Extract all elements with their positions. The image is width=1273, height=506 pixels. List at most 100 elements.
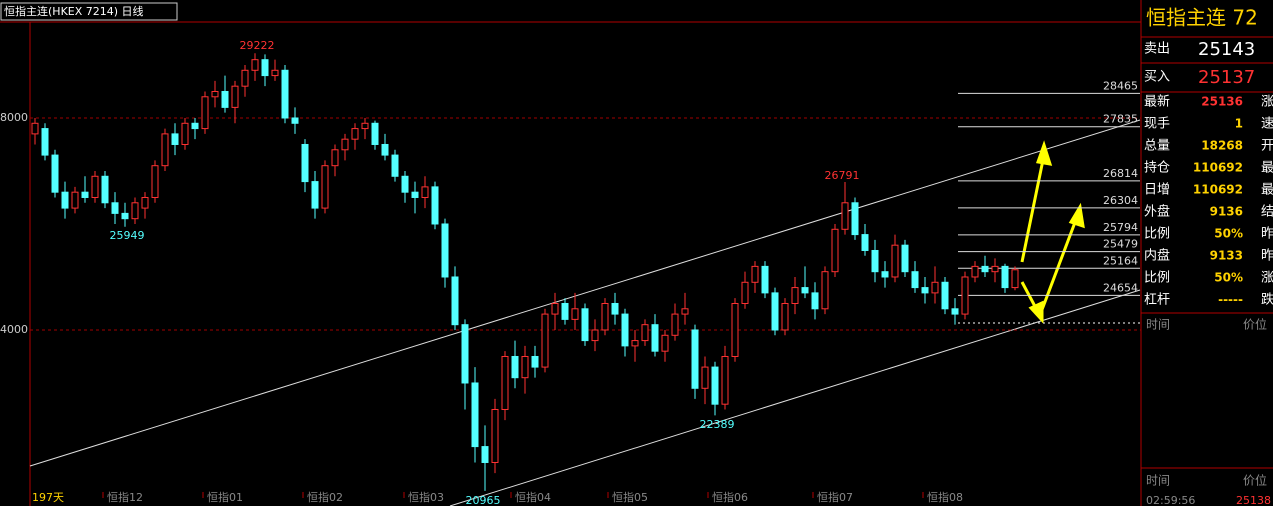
candle-body bbox=[841, 202, 849, 230]
candle-body bbox=[371, 122, 379, 145]
candle-body bbox=[261, 59, 269, 77]
candle-body bbox=[51, 154, 59, 193]
level-label: 24654 bbox=[1103, 281, 1138, 294]
candle-body bbox=[881, 271, 889, 278]
level-label: 25479 bbox=[1103, 238, 1138, 251]
candle-body bbox=[851, 202, 859, 236]
candle-body bbox=[511, 355, 519, 379]
level-label: 26304 bbox=[1103, 194, 1138, 207]
candle-body bbox=[481, 446, 489, 463]
quote-label: 持仓 bbox=[1144, 161, 1170, 176]
x-tick-label: 恒指02 bbox=[307, 490, 343, 504]
quote-value: 50% bbox=[1214, 227, 1243, 241]
level-label: 27835 bbox=[1103, 113, 1138, 126]
candle-body bbox=[251, 59, 259, 71]
channel-upper bbox=[29, 119, 1141, 467]
quote-value: 25136 bbox=[1201, 95, 1243, 109]
candle-body bbox=[311, 181, 319, 209]
candle-body bbox=[831, 228, 839, 273]
candle-body bbox=[471, 382, 479, 448]
quote-side: 最 bbox=[1261, 161, 1273, 176]
y-tick-label: 28000 bbox=[0, 111, 28, 124]
candle-body bbox=[641, 324, 649, 342]
x-tick-label: 恒指05 bbox=[612, 490, 648, 504]
quote-value: 110692 bbox=[1193, 183, 1243, 197]
candle-body bbox=[201, 96, 209, 130]
candle-body bbox=[211, 90, 219, 98]
trade-header: 价位 bbox=[1243, 317, 1267, 332]
candle-body bbox=[981, 265, 989, 273]
quote-value: 18268 bbox=[1201, 139, 1243, 153]
candle-body bbox=[971, 265, 979, 278]
quote-side: 最 bbox=[1261, 183, 1273, 198]
peak-label: 20965 bbox=[466, 494, 501, 506]
peak-label: 26791 bbox=[825, 169, 860, 182]
candle-body bbox=[591, 329, 599, 342]
x-tick-label: 恒指07 bbox=[817, 490, 853, 504]
level-label: 26814 bbox=[1103, 167, 1138, 180]
quote-side: 结 bbox=[1261, 205, 1273, 220]
candle-body bbox=[961, 276, 969, 315]
buy-price: 25137 bbox=[1198, 67, 1255, 88]
candle-body bbox=[931, 281, 939, 294]
candle-body bbox=[771, 292, 779, 331]
candle-body bbox=[351, 128, 359, 140]
candle-body bbox=[281, 69, 289, 119]
quote-panel: 恒指主连 72 卖出 25143 买入 25137 时间 价位 时间 价位 02… bbox=[1141, 6, 1273, 506]
candle-body bbox=[621, 313, 629, 347]
trade-header: 时间 bbox=[1146, 474, 1170, 488]
x-tick-label: 恒指08 bbox=[927, 490, 963, 504]
trade-price: 25138 bbox=[1236, 494, 1271, 506]
quote-side: 跌 bbox=[1261, 292, 1273, 308]
candle-body bbox=[951, 308, 959, 315]
quote-side: 开 bbox=[1261, 139, 1273, 154]
candle-body bbox=[381, 143, 389, 156]
candle-body bbox=[861, 234, 869, 251]
x-tick-label: 恒指04 bbox=[515, 490, 551, 504]
candle-body bbox=[741, 281, 749, 304]
x-tick-label: 197天 bbox=[32, 491, 64, 504]
candle-body bbox=[551, 302, 559, 315]
candle-body bbox=[531, 355, 539, 368]
period-selector[interactable] bbox=[0, 2, 178, 21]
peak-label: 25949 bbox=[110, 229, 145, 242]
quote-side: 速 bbox=[1261, 117, 1273, 132]
candle-body bbox=[791, 287, 799, 304]
buy-label: 买入 bbox=[1144, 70, 1170, 85]
candle-body bbox=[711, 366, 719, 405]
channel-lower bbox=[449, 289, 1141, 506]
candle-body bbox=[1011, 269, 1019, 289]
candle-body bbox=[431, 186, 439, 225]
quote-value: 110692 bbox=[1193, 161, 1243, 175]
candle-body bbox=[991, 265, 999, 273]
candle-body bbox=[91, 175, 99, 198]
candle-body bbox=[601, 302, 609, 331]
candle-body bbox=[921, 287, 929, 294]
candle-body bbox=[811, 292, 819, 310]
candle-body bbox=[871, 249, 879, 273]
candle-body bbox=[331, 149, 339, 167]
x-tick-label: 恒指01 bbox=[207, 490, 243, 504]
candle-body bbox=[291, 117, 299, 124]
quote-label: 外盘 bbox=[1144, 204, 1170, 220]
candle-body bbox=[181, 122, 189, 145]
candle-body bbox=[461, 324, 469, 384]
forecast-arrows bbox=[1020, 140, 1085, 324]
candle-body bbox=[301, 143, 309, 183]
candle-body bbox=[81, 191, 89, 198]
selector-label: 恒指主连(HKEX 7214) 日线 bbox=[4, 4, 144, 18]
trade-time: 02:59:56 bbox=[1146, 494, 1195, 506]
quote-label: 比例 bbox=[1144, 271, 1170, 286]
candle-body bbox=[541, 313, 549, 368]
candle-body bbox=[1001, 265, 1009, 289]
x-tick-label: 恒指12 bbox=[107, 490, 143, 504]
candle-body bbox=[231, 85, 239, 108]
candle-body bbox=[241, 69, 249, 87]
quote-value: 9136 bbox=[1210, 205, 1243, 219]
candle-body bbox=[41, 128, 49, 156]
candle-body bbox=[701, 366, 709, 389]
quote-label: 日增 bbox=[1144, 183, 1170, 198]
y-tick-label: 24000 bbox=[0, 323, 28, 336]
